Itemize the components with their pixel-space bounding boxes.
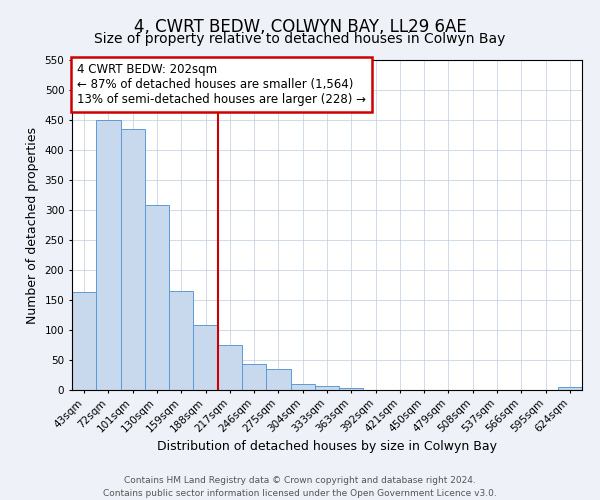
Text: 4, CWRT BEDW, COLWYN BAY, LL29 6AE: 4, CWRT BEDW, COLWYN BAY, LL29 6AE <box>134 18 466 36</box>
Bar <box>218 345 242 390</box>
Text: Size of property relative to detached houses in Colwyn Bay: Size of property relative to detached ho… <box>94 32 506 46</box>
Bar <box>558 387 582 390</box>
Bar <box>339 388 364 390</box>
Bar <box>145 205 169 390</box>
Bar <box>290 384 315 390</box>
Bar <box>121 129 145 390</box>
Bar <box>266 369 290 390</box>
Bar <box>72 292 96 390</box>
X-axis label: Distribution of detached houses by size in Colwyn Bay: Distribution of detached houses by size … <box>157 440 497 453</box>
Text: Contains HM Land Registry data © Crown copyright and database right 2024.
Contai: Contains HM Land Registry data © Crown c… <box>103 476 497 498</box>
Bar <box>315 386 339 390</box>
Bar <box>96 120 121 390</box>
Bar <box>169 291 193 390</box>
Y-axis label: Number of detached properties: Number of detached properties <box>26 126 39 324</box>
Bar <box>193 325 218 390</box>
Bar <box>242 364 266 390</box>
Text: 4 CWRT BEDW: 202sqm
← 87% of detached houses are smaller (1,564)
13% of semi-det: 4 CWRT BEDW: 202sqm ← 87% of detached ho… <box>77 64 366 106</box>
